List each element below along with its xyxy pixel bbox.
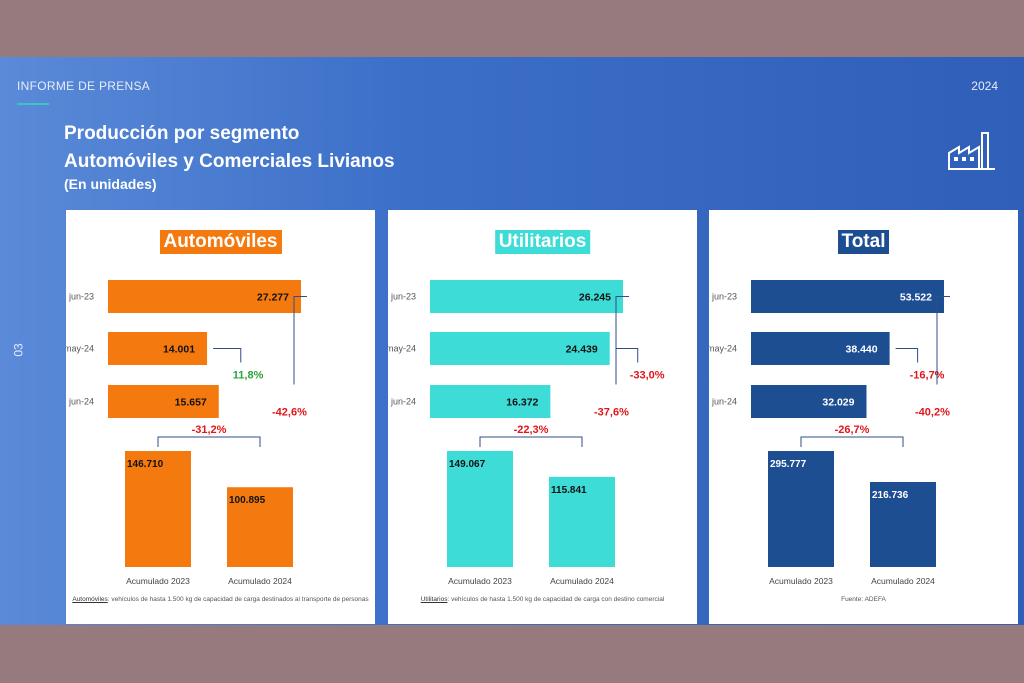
month-label: jun-24 [711, 397, 737, 407]
accumulated-bar [549, 476, 615, 567]
accumulated-value-label: 100.895 [229, 495, 266, 506]
change-label-month: -33,0% [630, 370, 665, 382]
accumulated-category-label: Acumulado 2024 [871, 576, 935, 586]
footnote-text: : vehículos de hasta 1.500 kg de capacid… [447, 596, 665, 603]
chart-title: Total [837, 230, 890, 254]
change-label-year: -40,2% [915, 407, 950, 419]
month-value-label: 27.277 [257, 292, 289, 304]
connector-line [479, 436, 583, 447]
change-label-accumulated: -31,2% [192, 424, 227, 436]
connector-line [615, 348, 639, 363]
month-bar [108, 332, 208, 365]
chart-total: jun-23 53.522 may-24 38.440 jun-24 32.029 -16,… [709, 280, 950, 586]
accumulated-value-label: 295.777 [770, 459, 807, 470]
accumulated-category-label: Acumulado 2024 [228, 576, 292, 586]
footnote-text: : vehículos de hasta 1.500 kg de capacid… [107, 596, 369, 603]
month-label: may-24 [709, 344, 737, 354]
month-bar [751, 280, 944, 313]
month-value-label: 26.245 [579, 292, 611, 304]
month-bar [751, 332, 890, 365]
change-label-month: -16,7% [910, 370, 945, 382]
footnote: Utilitarios: vehículos de hasta 1.500 kg… [388, 595, 697, 604]
month-label: jun-24 [390, 397, 416, 407]
footnote-term: Utilitarios [420, 596, 448, 603]
connector-line [157, 436, 261, 447]
month-label: may-24 [66, 344, 94, 354]
chart-utilitarios: jun-23 26.245 may-24 24.439 jun-24 16.372 -33,… [388, 280, 665, 586]
change-label-month: 11,8% [233, 370, 264, 382]
accumulated-bar [870, 481, 936, 567]
panel-total: jun-23 53.522 may-24 38.440 jun-24 32.029 -16,… [709, 210, 1018, 624]
title-line-2: Automóviles y Comerciales Livianos [64, 151, 395, 172]
month-value-label: 15.657 [175, 397, 207, 409]
chart-title: Automóviles [159, 230, 282, 254]
month-label: jun-24 [68, 397, 94, 407]
footnote-text: Fuente: ADEFA [841, 596, 886, 603]
factory-icon [948, 132, 995, 170]
month-label: may-24 [388, 344, 416, 354]
footnote-term: Automóviles [72, 596, 108, 603]
chart-automoviles: jun-23 27.277 may-24 14.001 jun-24 15.657 11,8… [66, 280, 307, 586]
press-underline [17, 103, 49, 105]
accumulated-bar [768, 451, 834, 567]
title-line-1: Producción por segmento [64, 123, 300, 144]
month-value-label: 16.372 [506, 397, 538, 409]
accumulated-category-label: Acumulado 2023 [448, 576, 512, 586]
accumulated-value-label: 216.736 [872, 490, 909, 501]
footnote: Automóviles: vehículos de hasta 1.500 kg… [66, 595, 375, 604]
month-value-label: 38.440 [845, 344, 877, 356]
month-label: jun-23 [390, 292, 416, 302]
accumulated-bar [227, 487, 293, 567]
accumulated-category-label: Acumulado 2023 [769, 576, 833, 586]
change-label-accumulated: -26,7% [835, 424, 870, 436]
month-bar [430, 280, 623, 313]
connector-line [213, 348, 242, 363]
month-bar [430, 385, 551, 418]
month-bar [108, 280, 301, 313]
press-label: INFORME DE PRENSA [17, 79, 151, 93]
connector-line [293, 296, 307, 385]
month-bar [751, 385, 867, 418]
slide: INFORME DE PRENSA 2024 Producción por se… [0, 57, 1024, 625]
change-label-year: -37,6% [594, 407, 629, 419]
month-value-label: 32.029 [822, 397, 854, 409]
change-label-accumulated: -22,3% [514, 424, 549, 436]
panel-automoviles: jun-23 27.277 may-24 14.001 jun-24 15.657 11,8… [66, 210, 375, 624]
month-value-label: 24.439 [566, 344, 598, 356]
connector-line [895, 348, 919, 363]
month-value-label: 53.522 [900, 292, 932, 304]
accumulated-value-label: 115.841 [551, 485, 587, 496]
month-bar [108, 385, 219, 418]
connector-line [936, 296, 950, 385]
change-label-year: -42,6% [272, 407, 307, 419]
accumulated-value-label: 149.067 [449, 459, 486, 470]
units-subtitle: (En unidades) [64, 176, 157, 192]
month-label: jun-23 [68, 292, 94, 302]
accumulated-bar [447, 451, 513, 567]
chart-title: Utilitarios [494, 230, 591, 254]
page-number: 03 [11, 343, 26, 357]
accumulated-value-label: 146.710 [127, 459, 164, 470]
connector-line [800, 436, 904, 447]
page-title: Producción por segmento Automóviles y Co… [64, 120, 395, 176]
footnote: Fuente: ADEFA [709, 595, 1018, 604]
month-value-label: 14.001 [163, 344, 195, 356]
accumulated-category-label: Acumulado 2024 [550, 576, 614, 586]
connector-line [615, 296, 629, 385]
year-label: 2024 [971, 79, 998, 93]
month-label: jun-23 [711, 292, 737, 302]
accumulated-category-label: Acumulado 2023 [126, 576, 190, 586]
accumulated-bar [125, 451, 191, 567]
panel-utilitarios: jun-23 26.245 may-24 24.439 jun-24 16.372 -33,… [388, 210, 697, 624]
month-bar [430, 332, 610, 365]
